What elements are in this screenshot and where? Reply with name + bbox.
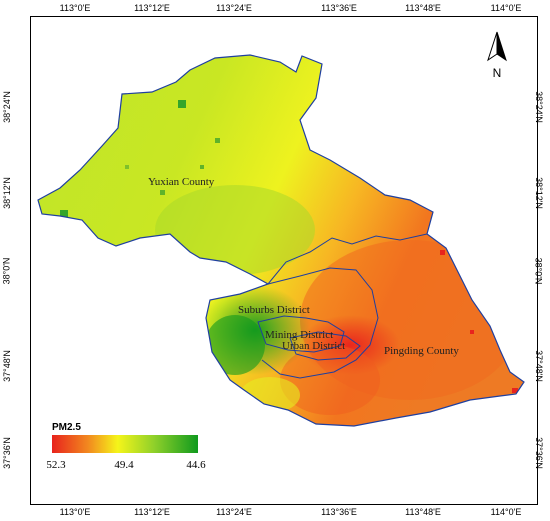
- lon-tick-top: 114°0'E: [490, 3, 522, 13]
- lon-tick-bottom: 114°0'E: [490, 507, 522, 517]
- suburbs-boundary: [261, 267, 379, 379]
- label-urban-district: Urban District: [282, 340, 346, 352]
- lon-tick-bottom: 113°12'E: [134, 507, 170, 517]
- region-boundary: [37, 54, 525, 427]
- lon-tick-bottom: 113°0'E: [59, 507, 91, 517]
- label-yuxian-county: Yuxian County: [148, 176, 215, 188]
- legend-color-ramp: [52, 435, 198, 453]
- legend-value-low: 44.6: [186, 459, 206, 471]
- lon-tick-top: 113°36'E: [321, 3, 357, 13]
- lon-tick-top: 113°24'E: [216, 3, 252, 13]
- lon-tick-top: 113°12'E: [134, 3, 170, 13]
- label-suburbs-district: Suburbs District: [238, 304, 310, 316]
- lon-tick-top: 113°48'E: [405, 3, 441, 13]
- mining-boundary: [257, 315, 345, 353]
- pingding-boundary: [267, 233, 428, 285]
- north-arrow-icon: N: [487, 31, 507, 80]
- north-label: N: [493, 66, 502, 80]
- label-mining-district: Mining District: [265, 329, 334, 341]
- lon-tick-bottom: 113°24'E: [216, 507, 252, 517]
- label-pingding-county: Pingding County: [384, 345, 459, 357]
- legend-value-high: 52.3: [46, 459, 66, 471]
- legend-value-mid: 49.4: [114, 459, 134, 471]
- legend-title: PM2.5: [52, 422, 81, 433]
- urban-boundary: [289, 331, 361, 361]
- lon-tick-top: 113°0'E: [59, 3, 91, 13]
- lon-tick-bottom: 113°36'E: [321, 507, 357, 517]
- lon-tick-bottom: 113°48'E: [405, 507, 441, 517]
